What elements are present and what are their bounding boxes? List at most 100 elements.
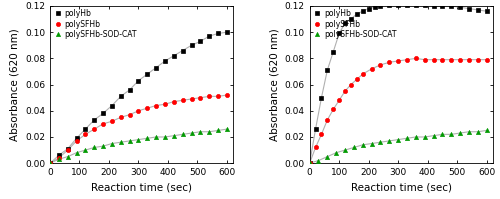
polyHb [354,13,360,15]
polyHb [47,162,53,164]
Y-axis label: Absorbance (620 nm): Absorbance (620 nm) [10,28,20,141]
polySFHb [171,100,177,103]
polySFHb [430,59,436,61]
polyHb [484,10,490,12]
polyHb [109,104,115,107]
polySFHb [126,113,132,116]
polyHb [136,79,141,82]
Line: polySFHb-SOD-CAT: polySFHb-SOD-CAT [48,127,229,165]
Line: polySFHb: polySFHb [308,56,488,165]
X-axis label: Reaction time (sec): Reaction time (sec) [350,183,452,193]
polySFHb-SOD-CAT [342,149,348,151]
polySFHb [368,68,374,70]
polySFHb-SOD-CAT [109,142,115,145]
polyHb [171,55,177,57]
polyHb [386,3,392,6]
polySFHb-SOD-CAT [333,151,339,154]
polySFHb [354,78,360,81]
Legend: polyHb, polySFHb, polySFHb-SOD-CAT: polyHb, polySFHb, polySFHb-SOD-CAT [312,8,398,40]
polyHb [366,7,372,10]
polySFHb [475,59,481,61]
polyHb [440,5,446,7]
polyHb [180,49,186,52]
Line: polySFHb-SOD-CAT: polySFHb-SOD-CAT [308,128,488,165]
polySFHb [312,146,318,149]
polyHb [144,73,150,75]
Legend: polyHb, polySFHb, polySFHb-SOD-CAT: polyHb, polySFHb, polySFHb-SOD-CAT [52,8,138,40]
polyHb [360,10,366,12]
polySFHb-SOD-CAT [206,131,212,133]
polyHb [153,66,159,69]
polySFHb-SOD-CAT [198,131,203,133]
polyHb [448,5,454,7]
polySFHb-SOD-CAT [162,136,168,138]
Y-axis label: Absorbance (620 nm): Absorbance (620 nm) [269,28,279,141]
polySFHb-SOD-CAT [360,144,366,146]
polySFHb-SOD-CAT [475,131,481,133]
polySFHb-SOD-CAT [440,133,446,136]
polyHb [457,6,463,9]
polySFHb [457,59,463,61]
polySFHb-SOD-CAT [224,128,230,130]
polyHb [82,128,88,130]
polySFHb [118,116,124,119]
polyHb [466,7,472,10]
polySFHb-SOD-CAT [378,141,384,143]
polySFHb-SOD-CAT [188,132,194,134]
polySFHb [56,157,62,159]
polyHb [162,60,168,62]
polyHb [118,95,124,98]
polySFHb-SOD-CAT [64,155,70,158]
polySFHb [100,123,106,125]
polySFHb [318,133,324,136]
polyHb [224,31,230,33]
polySFHb-SOD-CAT [430,135,436,137]
polyHb [413,3,419,6]
polyHb [56,154,62,157]
polyHb [422,3,428,6]
polySFHb-SOD-CAT [153,136,159,138]
polySFHb-SOD-CAT [136,139,141,141]
polyHb [215,32,221,35]
polySFHb [342,90,348,92]
polySFHb-SOD-CAT [413,136,419,138]
polySFHb [448,59,454,61]
polySFHb [153,104,159,107]
X-axis label: Reaction time (sec): Reaction time (sec) [91,183,192,193]
polySFHb [198,97,203,99]
polySFHb-SOD-CAT [126,140,132,142]
polySFHb [395,60,401,62]
polySFHb-SOD-CAT [306,162,312,164]
Line: polyHb: polyHb [48,30,229,165]
polyHb [318,97,324,99]
polySFHb-SOD-CAT [457,132,463,134]
polySFHb [180,99,186,101]
polySFHb [336,99,342,101]
polySFHb [74,140,80,142]
polyHb [206,35,212,37]
polySFHb [386,61,392,63]
polySFHb-SOD-CAT [91,146,97,149]
polySFHb [484,59,490,61]
polySFHb [144,107,150,109]
polyHb [312,128,318,130]
polySFHb-SOD-CAT [316,159,322,162]
polySFHb-SOD-CAT [448,133,454,136]
polySFHb [224,94,230,96]
polyHb [64,148,70,150]
polyHb [430,5,436,7]
polyHb [348,18,354,20]
polySFHb-SOD-CAT [484,129,490,132]
polyHb [404,3,410,6]
polySFHb [404,59,410,61]
polyHb [306,162,312,164]
polySFHb [330,108,336,111]
polySFHb [188,98,194,100]
polySFHb [466,59,472,61]
polySFHb-SOD-CAT [324,155,330,158]
polySFHb [378,64,384,66]
polySFHb [422,59,428,61]
polyHb [336,32,342,35]
polySFHb [206,95,212,98]
polyHb [74,137,80,139]
